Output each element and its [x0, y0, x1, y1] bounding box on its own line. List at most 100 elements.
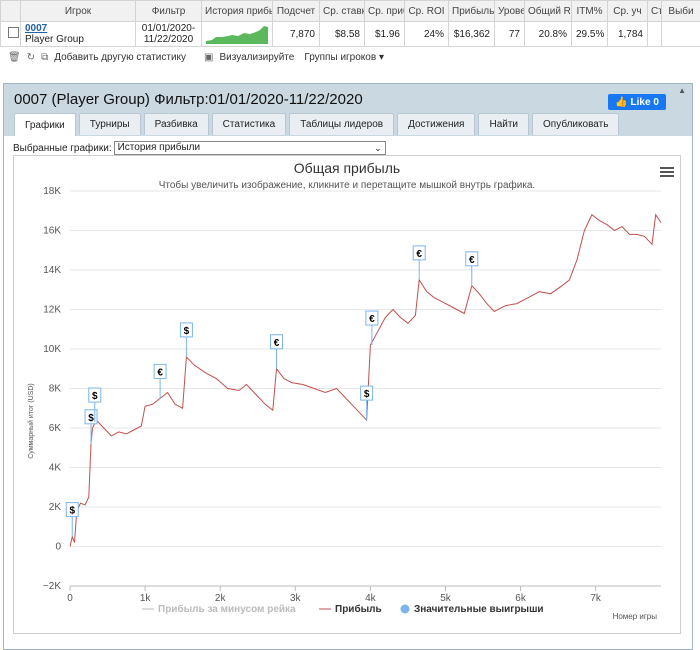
add-stat-link[interactable]: Добавить другую статистику — [54, 51, 187, 63]
chart-select-label: Выбранные графики: — [13, 142, 112, 154]
col-header-level[interactable]: Уровен — [494, 0, 525, 22]
avg-profit-cell: $1.96 — [364, 21, 405, 47]
marker-symbol: $ — [184, 326, 190, 337]
refresh-icon[interactable]: ↻ — [26, 51, 36, 63]
marker-flag — [360, 385, 374, 401]
legend-label-net-profit: Прибыль за минусом рейка — [158, 603, 296, 615]
col-header-profit-history[interactable]: История прибыл — [201, 0, 273, 22]
tab-leaderboards[interactable]: Таблицы лидеров — [289, 113, 395, 135]
row-checkbox[interactable] — [8, 27, 19, 38]
marker-symbol: € — [369, 314, 375, 325]
panel-tabs: Графики Турниры Разбивка Статистика Табл… — [14, 113, 620, 136]
big-win-marker: € — [412, 245, 426, 280]
action-bar: 🗑 ↻ ⧉ Добавить другую статистику ▣ Визуа… — [0, 48, 700, 66]
level-cell: 77 — [494, 21, 525, 47]
tab-publish[interactable]: Опубликовать — [532, 113, 620, 135]
marker-symbol: € — [416, 249, 422, 260]
chart-menu-icon[interactable] — [660, 165, 674, 179]
y-tick-label: 12K — [43, 305, 61, 316]
col-header-avg-entrants[interactable]: Ср. уч — [607, 0, 648, 22]
player-id-link[interactable]: 0007 — [25, 23, 48, 34]
chart-markers: $ $ $ € $ € $ € € € — [65, 245, 479, 537]
chart-container[interactable]: Общая прибыль Чтобы увеличить изображени… — [13, 155, 681, 634]
row-checkbox-cell — [0, 21, 21, 47]
table-header-row: Игрок Фильтр История прибыл Подсчет Ср. … — [0, 0, 700, 22]
chart-select-value: История прибыли — [117, 142, 201, 153]
chart-series — [69, 213, 662, 547]
big-win-marker: € — [365, 310, 379, 346]
chart-select[interactable]: История прибыли ⌄ — [113, 141, 386, 155]
profit-sparkline[interactable] — [206, 24, 268, 44]
facebook-like-button[interactable]: 👍 Like 0 — [608, 94, 666, 110]
tab-achievements[interactable]: Достижения — [397, 113, 476, 135]
legend-symbol-big-wins — [400, 604, 410, 614]
col-header-total-roi[interactable]: Общий R — [524, 0, 572, 22]
y-tick-label: 16K — [43, 226, 61, 237]
chart-select-row: Выбранные графики: История прибыли ⌄ — [13, 141, 386, 155]
tab-breakdown[interactable]: Разбивка — [143, 113, 209, 135]
avg-stake-cell: $8.58 — [319, 21, 365, 47]
tab-statistics[interactable]: Статистика — [211, 113, 287, 135]
x-tick-label: 4k — [365, 593, 377, 604]
tab-charts[interactable]: Графики — [14, 113, 76, 136]
chart-subtitle: Чтобы увеличить изображение, кликните и … — [159, 179, 536, 191]
y-axis-label: Суммарный итог (USD) — [27, 383, 35, 459]
col-header-player[interactable]: Игрок — [20, 0, 136, 22]
big-win-marker: $ — [65, 502, 79, 537]
marker-flag — [65, 502, 79, 518]
marker-symbol: $ — [364, 389, 370, 400]
avg-entrants-cell: 1,784 — [607, 21, 648, 47]
col-header-avg-roi[interactable]: Ср. ROI — [404, 0, 449, 22]
col-header-st[interactable]: Ст — [647, 0, 662, 22]
x-tick-label: 3k — [290, 593, 302, 604]
y-tick-label: 0 — [55, 542, 61, 553]
big-win-marker: € — [153, 363, 167, 399]
marker-flag — [365, 310, 379, 326]
y-tick-label: −2K — [43, 581, 61, 592]
profit-series-line — [69, 213, 662, 547]
col-header-itm[interactable]: ITM% — [571, 0, 608, 22]
marker-flag — [270, 334, 284, 350]
col-header-count[interactable]: Подсчет — [272, 0, 320, 22]
x-tick-label: 6k — [515, 593, 527, 604]
image-icon: ▣ — [204, 51, 214, 63]
marker-flag — [412, 245, 426, 261]
chart-title: Общая прибыль — [294, 160, 400, 176]
tab-find[interactable]: Найти — [478, 113, 530, 135]
x-tick-label: 0 — [67, 593, 73, 604]
player-group-label: Player Group — [25, 34, 84, 45]
legend-label-big-wins: Значительные выигрыши — [414, 604, 544, 615]
itm-cell: 29.5% — [571, 21, 608, 47]
x-tick-label: 7k — [590, 593, 602, 604]
add-stat-icon: ⧉ — [41, 51, 49, 63]
filter-to: 11/22/2020 — [143, 34, 194, 45]
st-cell — [647, 21, 662, 47]
y-axis: −2K 0 2K 4K 6K 8K 10K 12K 14K 16K 18K — [43, 186, 62, 592]
trash-icon[interactable]: 🗑 — [8, 51, 21, 63]
col-header-profit[interactable]: Прибыль — [448, 0, 495, 22]
scroll-up-arrow-icon[interactable]: ▲ — [678, 86, 686, 95]
marker-symbol: € — [157, 367, 163, 378]
marker-symbol: € — [274, 338, 280, 349]
tab-tournaments[interactable]: Турниры — [78, 113, 141, 135]
x-axis-label: Номер игры — [613, 612, 658, 621]
profit-chart[interactable]: Общая прибыль Чтобы увеличить изображени… — [14, 156, 680, 633]
x-tick-label: 5k — [440, 593, 452, 604]
player-groups-dropdown[interactable]: Группы игроков ▾ — [304, 52, 384, 63]
col-header-filter[interactable]: Фильтр — [135, 0, 202, 22]
marker-flag — [88, 387, 102, 403]
y-tick-label: 6K — [49, 423, 62, 434]
col-header-avg-stake[interactable]: Ср. ставк — [319, 0, 365, 22]
chevron-down-icon: ⌄ — [374, 143, 382, 153]
big-win-marker: $ — [360, 385, 374, 421]
caret-down-icon: ▾ — [378, 51, 384, 63]
select-all-header — [0, 0, 21, 22]
col-header-select[interactable]: Выби — [661, 0, 700, 22]
visualize-link[interactable]: Визуализируйте — [219, 51, 295, 63]
marker-symbol: $ — [69, 506, 75, 517]
col-header-avg-profit[interactable]: Ср. приб — [364, 0, 405, 22]
big-win-marker: $ — [179, 322, 193, 357]
marker-flag — [153, 363, 167, 379]
chart-legend: Прибыль за минусом рейка Прибыль Значитель… — [142, 603, 544, 615]
player-groups-label: Группы игроков — [304, 51, 377, 63]
